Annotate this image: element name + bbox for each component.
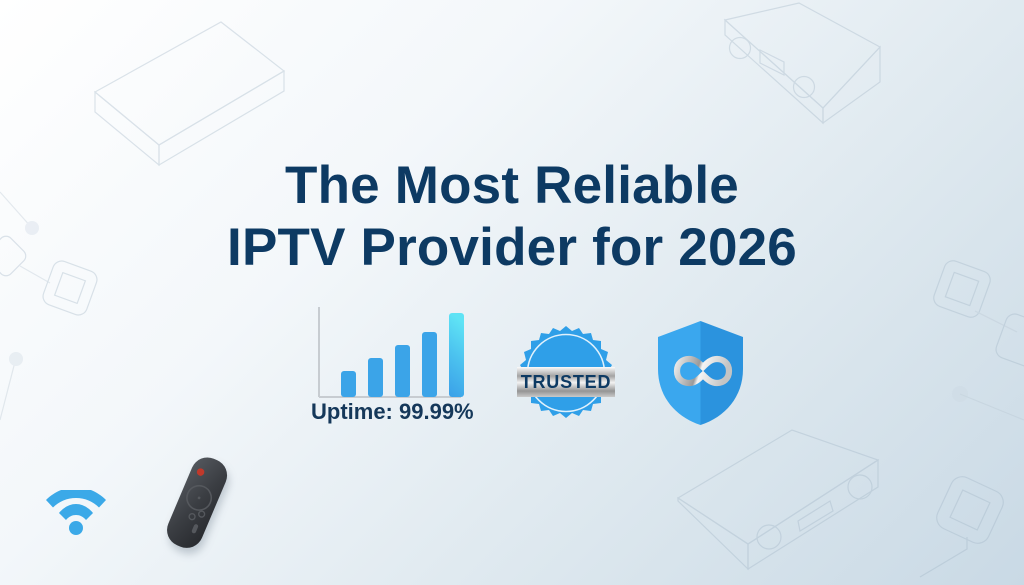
- svg-text:TRUSTED: TRUSTED: [521, 372, 612, 392]
